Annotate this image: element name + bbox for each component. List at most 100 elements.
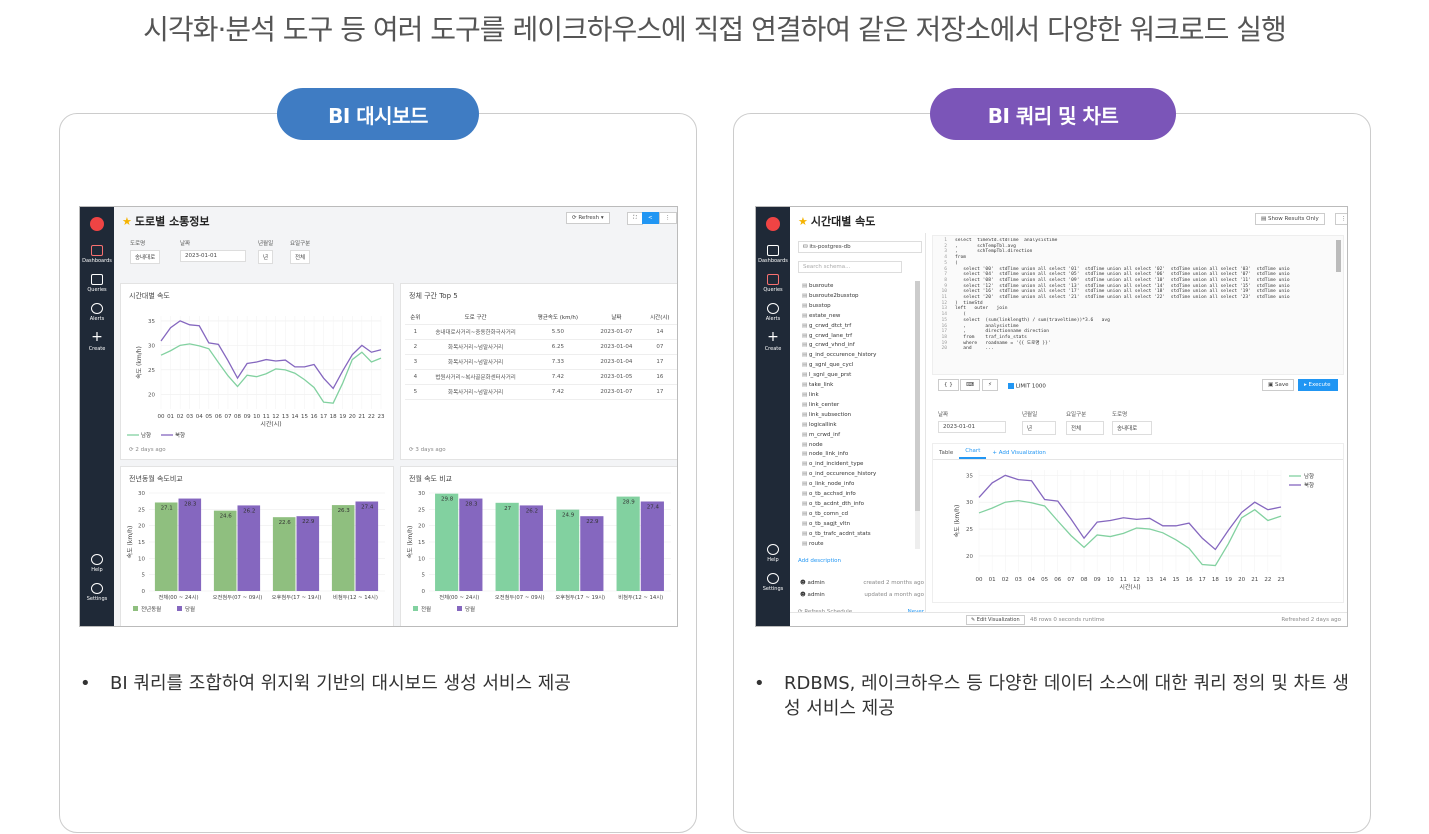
schema-scrollbar[interactable] <box>915 281 920 549</box>
dashboard-screenshot: Dashboards Queries Alerts + Create Help S… <box>79 206 678 627</box>
y-tick-label: 10 <box>138 556 145 562</box>
legend-swatch <box>457 606 462 611</box>
schema-item[interactable]: link_subsection <box>802 411 912 421</box>
schema-search-input[interactable]: Search schema... <box>798 261 902 273</box>
nav-alerts[interactable]: Alerts <box>80 303 114 322</box>
schema-item[interactable]: o_tb_trafc_acdnt_stats <box>802 530 912 540</box>
road-select[interactable]: 송내대로 <box>1112 421 1152 435</box>
schema-item[interactable]: g_crwd_dtct_trf <box>802 322 912 332</box>
code-line: select '00' stdTime union all select '01… <box>955 266 1290 272</box>
line-numbers: 1 2 3 4 5 6 7 8 9 10 11 12 13 14 15 16 17 18 19 20 <box>935 238 947 352</box>
share-button[interactable]: < <box>642 212 659 224</box>
schema-item[interactable]: estate_new <box>802 312 912 322</box>
nav-queries[interactable]: Queries <box>756 274 790 293</box>
schema-item[interactable]: o_ind_incident_type <box>802 460 912 470</box>
schema-item[interactable]: o_tb_acchsd_info <box>802 490 912 500</box>
x-tick-label: 07 <box>1067 577 1074 583</box>
y-tick-label: 15 <box>418 540 425 546</box>
shortcut-button[interactable]: ⚡ <box>982 379 998 391</box>
nav-dashboards[interactable]: Dashboards <box>756 245 790 264</box>
code-line: ) timeStd <box>955 300 983 306</box>
day-select[interactable]: 전체 <box>1066 421 1104 435</box>
ymd-select[interactable]: 년 <box>258 250 274 264</box>
code-line: left outer join <box>955 306 1008 312</box>
more-button[interactable]: ⋮ <box>1335 213 1347 225</box>
schema-item[interactable]: g_crwd_vhnd_inf <box>802 341 912 351</box>
date-input[interactable]: 2023-01-01 <box>938 421 1006 433</box>
schema-item[interactable]: l_sgnl_que_prst <box>802 371 912 381</box>
line-card-footer: ⟳ 2 days ago <box>129 447 166 453</box>
fullscreen-button[interactable]: ⛶ <box>627 212 643 225</box>
help-icon <box>91 554 103 565</box>
dashboard-title: ★ 도로별 소통정보 <box>122 215 210 228</box>
logo[interactable] <box>90 217 104 231</box>
schema-item[interactable]: g_crwd_lane_trf <box>802 332 912 342</box>
schema-item[interactable]: o_ind_occurence_history <box>802 470 912 480</box>
schema-item[interactable]: node <box>802 441 912 451</box>
schema-item[interactable]: g_sgnl_que_cycl <box>802 361 912 371</box>
bar <box>331 505 355 591</box>
schema-item[interactable]: link_center <box>802 401 912 411</box>
nav-create[interactable]: + Create <box>88 329 106 352</box>
schema-item[interactable]: o_tb_comn_cd <box>802 510 912 520</box>
x-tick-label: 13 <box>1146 577 1153 583</box>
nav-alerts[interactable]: Alerts <box>756 303 790 322</box>
date-input[interactable]: 2023-01-01 <box>180 250 246 262</box>
schema-item[interactable]: o_link_node_info <box>802 480 912 490</box>
road-select[interactable]: 송내대로 <box>130 250 161 264</box>
schema-item[interactable]: take_link <box>802 381 912 391</box>
plus-icon: + <box>767 329 779 345</box>
schema-item[interactable]: route <box>802 540 912 550</box>
schema-item[interactable]: logicallink <box>802 421 912 431</box>
schema-item[interactable]: o_tb_sagjt_vltn <box>802 520 912 530</box>
schema-item[interactable]: busroute <box>802 282 912 292</box>
data-label: 26.3 <box>338 508 351 514</box>
schema-item[interactable]: busstop <box>802 302 912 312</box>
more-button[interactable]: ⋮ <box>659 212 677 224</box>
nav-help[interactable]: Help <box>80 554 114 573</box>
code-scrollbar[interactable] <box>1336 240 1341 272</box>
save-button[interactable]: ▣ Save <box>1262 379 1295 391</box>
code-editor[interactable]: 1 2 3 4 5 6 7 8 9 10 11 12 13 14 15 16 17 18 19 20 select t… <box>932 235 1344 375</box>
schema-item[interactable]: node_link_info <box>802 450 912 460</box>
nav-dashboards[interactable]: Dashboards <box>80 245 114 264</box>
logo[interactable] <box>766 217 780 231</box>
line-number: 8 <box>944 277 947 283</box>
add-description-link[interactable]: Add description <box>798 558 841 564</box>
data-label: 22.9 <box>586 519 599 525</box>
nav-settings[interactable]: Settings <box>756 573 790 592</box>
nav-queries[interactable]: Queries <box>80 274 114 293</box>
nav-help[interactable]: Help <box>756 544 790 563</box>
autocomplete-button[interactable]: ⌨ <box>960 379 980 391</box>
day-select[interactable]: 전체 <box>290 250 311 264</box>
refresh-button[interactable]: ⟳ Refresh ▾ <box>566 212 610 224</box>
show-results-button[interactable]: ▤ Show Results Only <box>1255 213 1325 225</box>
y-tick-label: 0 <box>142 589 146 595</box>
schema-item[interactable]: m_crwd_inf <box>802 431 912 441</box>
line-number: 15 <box>941 317 947 323</box>
schema-item[interactable]: g_ind_occurence_history <box>802 351 912 361</box>
tab-chart[interactable]: Chart <box>959 448 987 459</box>
add-visualization-tab[interactable]: + Add Visualization <box>992 450 1046 456</box>
sql-code[interactable]: select timeStd.stdTime analysistime, sch… <box>955 238 1338 352</box>
star-icon[interactable]: ★ <box>798 215 808 228</box>
nav-settings[interactable]: Settings <box>80 583 114 602</box>
x-tick-label: 15 <box>301 414 308 420</box>
tab-table[interactable]: Table <box>939 450 954 456</box>
ymd-select[interactable]: 년 <box>1022 421 1056 435</box>
star-icon[interactable]: ★ <box>122 215 132 228</box>
edit-visualization-button[interactable]: ✎ Edit Visualization <box>966 615 1025 625</box>
bar-chart-2: 0 5 10 15 20 25 30 속도 (km/h) 29.8 28.3 전체(00 ~ 24시… <box>406 491 671 613</box>
execute-button[interactable]: ▸ Execute <box>1298 379 1338 391</box>
bar <box>435 493 459 591</box>
limit-checkbox[interactable]: LIMIT 1000 <box>1008 383 1046 390</box>
schema-item[interactable]: busroute2busstop <box>802 292 912 302</box>
bar <box>296 516 320 591</box>
format-button[interactable]: { } <box>938 379 959 391</box>
line-number: 18 <box>941 334 947 340</box>
nav-create[interactable]: + Create <box>764 329 782 352</box>
datasource-select[interactable]: ⛁ its-postgres-db <box>798 241 922 253</box>
schema-browser: ⛁ its-postgres-db Search schema... busro… <box>796 233 926 615</box>
schema-item[interactable]: o_tb_acdnt_dth_info <box>802 500 912 510</box>
schema-item[interactable]: link <box>802 391 912 401</box>
